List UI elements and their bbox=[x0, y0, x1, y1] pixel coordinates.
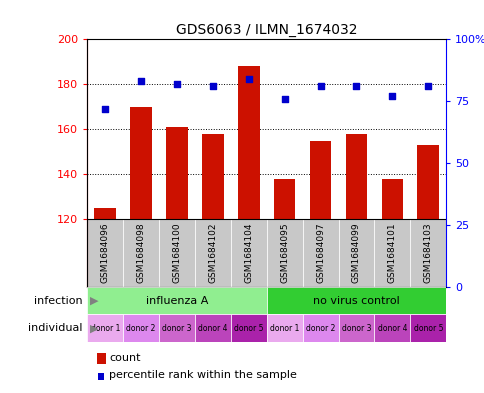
Text: donor 1: donor 1 bbox=[91, 324, 120, 332]
Point bbox=[388, 93, 395, 99]
Text: donor 3: donor 3 bbox=[162, 324, 191, 332]
Bar bbox=[417, 145, 438, 219]
Text: no virus control: no virus control bbox=[313, 296, 399, 306]
Bar bbox=[266, 287, 445, 314]
Bar bbox=[345, 134, 366, 219]
Text: donor 5: donor 5 bbox=[234, 324, 263, 332]
Bar bbox=[94, 208, 116, 219]
Bar bbox=[381, 179, 402, 219]
Point bbox=[244, 76, 252, 82]
Text: donor 4: donor 4 bbox=[377, 324, 406, 332]
Point bbox=[424, 83, 431, 90]
Bar bbox=[159, 219, 195, 287]
Bar bbox=[338, 219, 374, 287]
Text: GSM1684102: GSM1684102 bbox=[208, 223, 217, 283]
Point bbox=[209, 83, 216, 90]
Point bbox=[280, 95, 288, 102]
Bar bbox=[202, 134, 223, 219]
Bar bbox=[309, 141, 331, 219]
Text: donor 4: donor 4 bbox=[198, 324, 227, 332]
Text: infection: infection bbox=[34, 296, 82, 306]
Text: GSM1684103: GSM1684103 bbox=[423, 223, 432, 283]
Text: percentile rank within the sample: percentile rank within the sample bbox=[109, 370, 296, 380]
Bar bbox=[374, 219, 409, 287]
Bar bbox=[123, 219, 159, 287]
Text: GSM1684097: GSM1684097 bbox=[316, 223, 324, 283]
Bar bbox=[159, 314, 195, 342]
Bar bbox=[195, 219, 230, 287]
Text: donor 2: donor 2 bbox=[126, 324, 155, 332]
Bar bbox=[409, 219, 445, 287]
Bar bbox=[87, 314, 123, 342]
Text: GSM1684099: GSM1684099 bbox=[351, 223, 360, 283]
Bar bbox=[195, 314, 230, 342]
Text: individual: individual bbox=[28, 323, 82, 333]
Bar bbox=[374, 314, 409, 342]
Point bbox=[316, 83, 324, 90]
Point bbox=[137, 78, 145, 84]
Text: GSM1684104: GSM1684104 bbox=[244, 223, 253, 283]
Bar bbox=[273, 179, 295, 219]
Bar bbox=[87, 287, 266, 314]
Bar bbox=[266, 219, 302, 287]
Bar bbox=[87, 219, 123, 287]
Bar bbox=[302, 314, 338, 342]
Point bbox=[173, 81, 181, 87]
Text: GSM1684101: GSM1684101 bbox=[387, 223, 396, 283]
Bar bbox=[123, 314, 159, 342]
Bar bbox=[230, 314, 266, 342]
Bar bbox=[266, 314, 302, 342]
Text: GSM1684095: GSM1684095 bbox=[280, 223, 288, 283]
Text: influenza A: influenza A bbox=[146, 296, 208, 306]
Text: GSM1684096: GSM1684096 bbox=[101, 223, 109, 283]
Text: GSM1684100: GSM1684100 bbox=[172, 223, 181, 283]
Title: GDS6063 / ILMN_1674032: GDS6063 / ILMN_1674032 bbox=[176, 23, 357, 37]
Bar bbox=[409, 314, 445, 342]
Point bbox=[101, 105, 109, 112]
Text: ▶: ▶ bbox=[90, 323, 98, 333]
Bar bbox=[338, 314, 374, 342]
Bar bbox=[230, 219, 266, 287]
Text: count: count bbox=[109, 353, 140, 363]
Text: donor 3: donor 3 bbox=[341, 324, 370, 332]
Text: donor 2: donor 2 bbox=[305, 324, 334, 332]
Bar bbox=[238, 66, 259, 219]
Bar bbox=[166, 127, 187, 219]
Text: GSM1684098: GSM1684098 bbox=[136, 223, 145, 283]
Text: donor 1: donor 1 bbox=[270, 324, 299, 332]
Bar bbox=[130, 107, 151, 219]
Text: ▶: ▶ bbox=[90, 296, 98, 306]
Bar bbox=[302, 219, 338, 287]
Point bbox=[352, 83, 360, 90]
Text: donor 5: donor 5 bbox=[413, 324, 442, 332]
